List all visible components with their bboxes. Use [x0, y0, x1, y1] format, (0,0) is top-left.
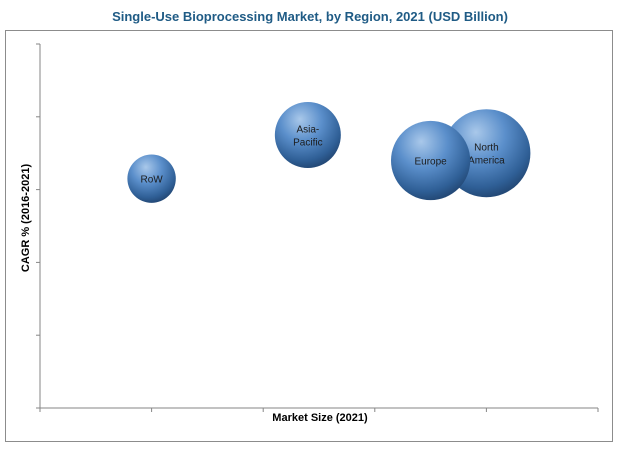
bubble-point: [127, 154, 176, 203]
bubble-label: Europe: [414, 156, 447, 167]
bubble-label: RoW: [140, 175, 163, 186]
bubble-label: America: [468, 156, 505, 167]
axes: [36, 43, 599, 412]
x-axis-label: Market Size (2021): [272, 412, 368, 424]
bubble-point: [274, 102, 341, 168]
bubble-asia-pacific: Asia- Pacific: [274, 102, 341, 168]
chart-frame: [5, 30, 613, 442]
bubble-label: Pacific: [293, 138, 322, 149]
bubble-label: Asia-: [296, 125, 319, 136]
bubble-europe: Europe: [391, 120, 471, 201]
chart-title: Single-Use Bioprocessing Market, by Regi…: [112, 9, 508, 24]
bubble-point: [391, 120, 471, 201]
bubbles: RoW Asia- Pacific North America Europe: [127, 102, 531, 203]
bubble-label: North: [474, 143, 498, 154]
bubble-row: RoW: [127, 154, 176, 203]
